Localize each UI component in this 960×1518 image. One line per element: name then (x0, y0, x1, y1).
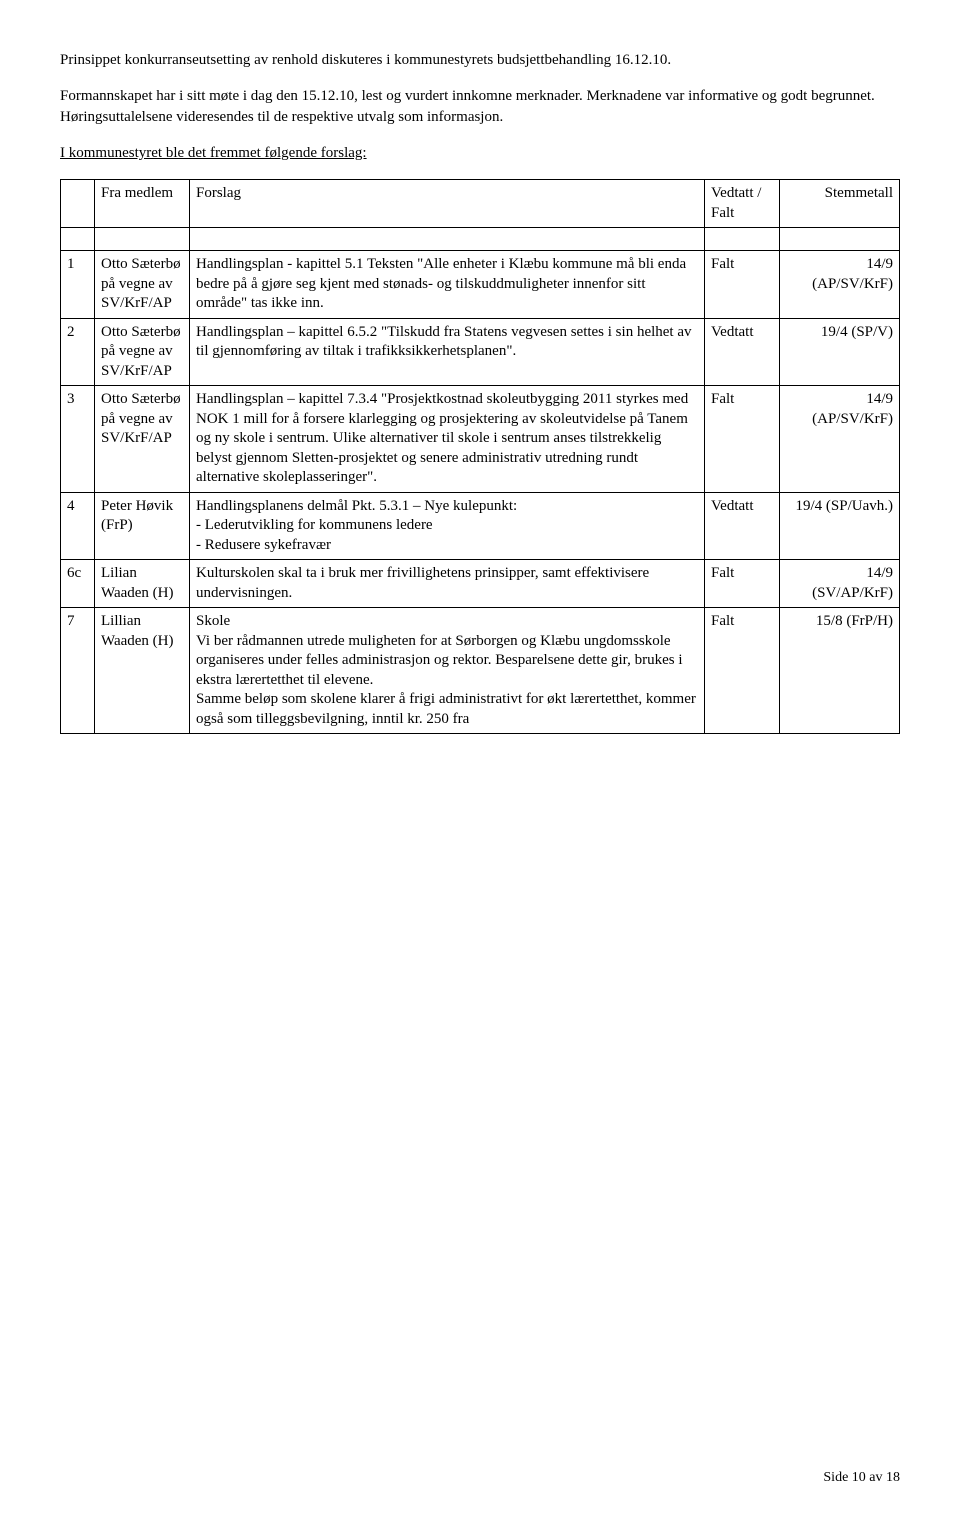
header-forslag: Forslag (190, 180, 705, 228)
header-vedtatt: Vedtatt / Falt (705, 180, 780, 228)
cell-stemme: 19/4 (SP/Uavh.) (780, 492, 900, 560)
cell-idx: 7 (61, 608, 95, 734)
cell-idx: 6c (61, 560, 95, 608)
cell-vedtatt: Falt (705, 386, 780, 493)
cell-stemme: 14/9 (SV/AP/KrF) (780, 560, 900, 608)
table-row: 4 Peter Høvik (FrP) Handlingsplanens del… (61, 492, 900, 560)
cell-forslag: Handlingsplan – kapittel 6.5.2 "Tilskudd… (190, 318, 705, 386)
forslag-table: Fra medlem Forslag Vedtatt / Falt Stemme… (60, 179, 900, 734)
cell-stemme: 15/8 (FrP/H) (780, 608, 900, 734)
header-idx (61, 180, 95, 228)
cell-idx: 1 (61, 251, 95, 319)
cell-idx: 2 (61, 318, 95, 386)
cell-idx: 3 (61, 386, 95, 493)
table-header-row: Fra medlem Forslag Vedtatt / Falt Stemme… (61, 180, 900, 228)
forslag-heading: I kommunestyret ble det fremmet følgende… (60, 143, 900, 163)
cell-forslag: SkoleVi ber rådmannen utrede muligheten … (190, 608, 705, 734)
cell-idx: 4 (61, 492, 95, 560)
intro-paragraph-2: Formannskapet har i sitt møte i dag den … (60, 86, 900, 127)
cell-stemme: 14/9 (AP/SV/KrF) (780, 386, 900, 493)
cell-forslag: Kulturskolen skal ta i bruk mer frivilli… (190, 560, 705, 608)
cell-vedtatt: Vedtatt (705, 318, 780, 386)
table-row: 1 Otto Sæterbø på vegne av SV/KrF/AP Han… (61, 251, 900, 319)
cell-stemme: 19/4 (SP/V) (780, 318, 900, 386)
cell-stemme: 14/9 (AP/SV/KrF) (780, 251, 900, 319)
intro-paragraph-1: Prinsippet konkurranseutsetting av renho… (60, 50, 900, 70)
table-row: 7 Lillian Waaden (H) SkoleVi ber rådmann… (61, 608, 900, 734)
table-row: 6c Lilian Waaden (H) Kulturskolen skal t… (61, 560, 900, 608)
cell-fra: Peter Høvik (FrP) (95, 492, 190, 560)
cell-vedtatt: Falt (705, 251, 780, 319)
cell-vedtatt: Falt (705, 560, 780, 608)
header-fra: Fra medlem (95, 180, 190, 228)
spacer-row (61, 228, 900, 251)
cell-fra: Lillian Waaden (H) (95, 608, 190, 734)
cell-forslag: Handlingsplanens delmål Pkt. 5.3.1 – Nye… (190, 492, 705, 560)
cell-fra: Otto Sæterbø på vegne av SV/KrF/AP (95, 318, 190, 386)
header-stemmetall: Stemmetall (780, 180, 900, 228)
cell-vedtatt: Vedtatt (705, 492, 780, 560)
cell-forslag: Handlingsplan - kapittel 5.1 Teksten "Al… (190, 251, 705, 319)
cell-fra: Lilian Waaden (H) (95, 560, 190, 608)
table-row: 2 Otto Sæterbø på vegne av SV/KrF/AP Han… (61, 318, 900, 386)
cell-vedtatt: Falt (705, 608, 780, 734)
cell-fra: Otto Sæterbø på vegne av SV/KrF/AP (95, 251, 190, 319)
page-number: Side 10 av 18 (823, 1469, 900, 1488)
table-row: 3 Otto Sæterbø på vegne av SV/KrF/AP Han… (61, 386, 900, 493)
cell-fra: Otto Sæterbø på vegne av SV/KrF/AP (95, 386, 190, 493)
cell-forslag: Handlingsplan – kapittel 7.3.4 "Prosjekt… (190, 386, 705, 493)
